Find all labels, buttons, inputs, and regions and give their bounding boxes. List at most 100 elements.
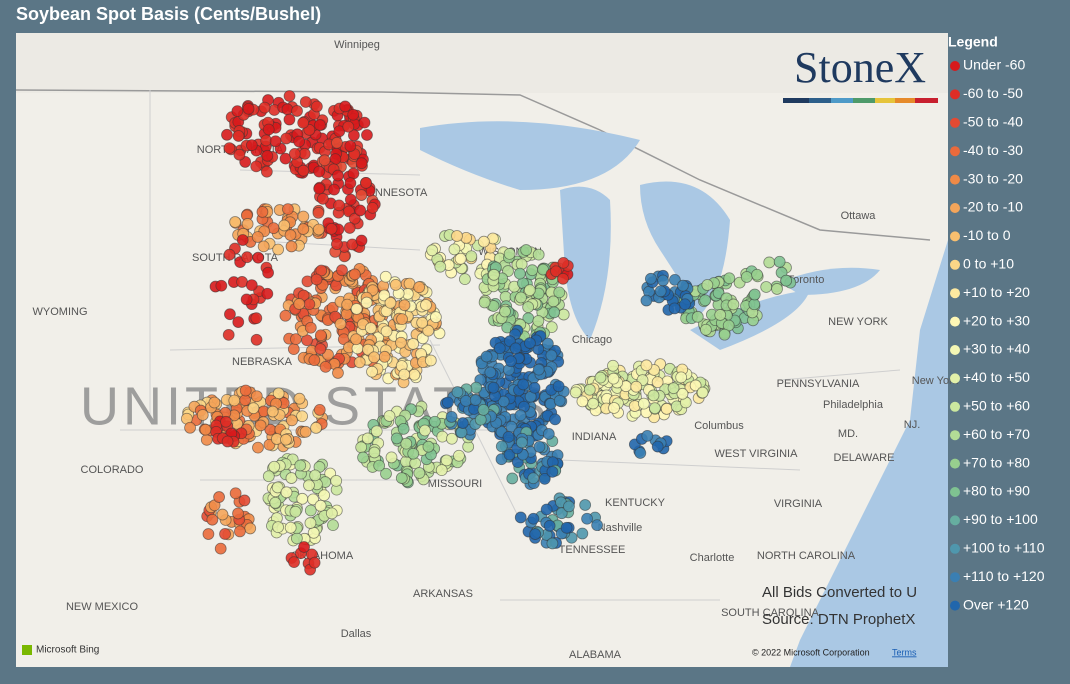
- bid-point: [344, 177, 357, 190]
- place-label: COLORADO: [81, 464, 144, 476]
- bid-point: [303, 298, 316, 311]
- place-label: NORTH CAROLINA: [757, 550, 856, 562]
- bid-point: [229, 487, 242, 500]
- terms-link[interactable]: Terms: [892, 647, 917, 657]
- bid-point: [296, 492, 309, 505]
- bid-point: [630, 380, 643, 393]
- place-label: NJ.: [904, 419, 921, 431]
- bid-point: [330, 238, 343, 251]
- place-label: New York: [912, 375, 959, 387]
- bid-point: [383, 410, 396, 422]
- bid-point: [250, 160, 263, 173]
- bid-point: [506, 472, 519, 485]
- legend-label: +60 to +70: [963, 426, 1030, 442]
- bid-point: [470, 381, 483, 394]
- legend-label: +100 to +110: [963, 540, 1045, 556]
- bid-point: [325, 507, 338, 520]
- bid-point: [696, 386, 709, 399]
- bid-point: [366, 365, 378, 378]
- legend-label: +40 to +50: [963, 369, 1030, 385]
- bid-point: [379, 270, 392, 283]
- bid-points: [180, 90, 797, 576]
- bid-point: [223, 142, 236, 154]
- place-label: MISSOURI: [428, 478, 482, 490]
- bid-point: [459, 273, 471, 286]
- legend-swatch: [950, 543, 960, 554]
- bid-point: [660, 402, 673, 415]
- bid-point: [280, 433, 292, 446]
- bid-point: [420, 299, 432, 311]
- bid-point: [184, 421, 196, 434]
- bid-point: [413, 281, 426, 294]
- bid-point: [640, 359, 653, 372]
- bid-point: [451, 230, 463, 242]
- bid-point: [316, 192, 329, 205]
- bid-point: [297, 223, 310, 235]
- bid-point: [413, 467, 426, 479]
- bid-point: [348, 268, 361, 281]
- bid-point: [477, 404, 490, 416]
- bid-point: [350, 333, 362, 346]
- bid-point: [297, 164, 310, 177]
- bid-point: [557, 308, 570, 321]
- legend-label: -30 to -20: [963, 170, 1023, 186]
- bid-point: [524, 337, 536, 349]
- place-label: KENTUCKY: [605, 497, 666, 509]
- bid-point: [314, 119, 326, 131]
- bid-point: [699, 294, 712, 307]
- bid-point: [640, 294, 653, 307]
- bid-point: [261, 287, 274, 300]
- legend-label: Over +120: [963, 596, 1029, 612]
- bid-point: [370, 425, 383, 438]
- bid-point: [360, 296, 373, 309]
- bid-point: [240, 293, 253, 306]
- bid-point: [579, 499, 592, 511]
- bid-point: [224, 308, 236, 321]
- bing-icon: [22, 645, 32, 655]
- bid-point: [318, 489, 330, 502]
- bid-point: [760, 281, 773, 293]
- bid-point: [347, 108, 360, 121]
- bid-point: [228, 394, 241, 407]
- bid-point: [366, 201, 379, 214]
- bid-point: [269, 496, 282, 509]
- bid-point: [763, 256, 776, 269]
- bid-point: [288, 556, 300, 569]
- bid-point: [527, 472, 540, 485]
- bid-point: [422, 440, 435, 453]
- bid-point: [285, 472, 298, 484]
- note: Source: DTN ProphetX: [762, 611, 915, 628]
- bid-point: [368, 351, 381, 364]
- legend-swatch: [950, 203, 960, 213]
- bid-point: [229, 216, 242, 228]
- bid-point: [591, 519, 603, 532]
- bid-point: [293, 298, 306, 310]
- legend-label: +30 to +40: [963, 341, 1030, 357]
- bid-point: [553, 394, 566, 407]
- bid-point: [549, 413, 561, 426]
- bid-point: [319, 360, 332, 373]
- bid-point: [445, 432, 458, 445]
- bid-point: [555, 507, 568, 520]
- bid-point: [283, 113, 296, 126]
- bid-point: [289, 333, 302, 346]
- place-label: WYOMING: [33, 306, 88, 318]
- bid-point: [780, 274, 793, 287]
- bid-point: [331, 136, 343, 149]
- bid-point: [390, 432, 403, 445]
- bid-point: [547, 295, 560, 308]
- bid-point: [219, 528, 231, 540]
- bid-point: [336, 264, 348, 277]
- legend-swatch: [950, 146, 960, 157]
- bid-point: [308, 556, 321, 569]
- bid-point: [440, 454, 453, 467]
- bid-point: [361, 129, 373, 141]
- bid-point: [286, 414, 298, 427]
- bid-point: [718, 328, 731, 341]
- legend-swatch: [950, 458, 960, 469]
- bid-point: [287, 343, 300, 356]
- legend-label: 0 to +10: [963, 256, 1014, 272]
- bid-point: [514, 511, 527, 524]
- bid-point: [256, 206, 269, 218]
